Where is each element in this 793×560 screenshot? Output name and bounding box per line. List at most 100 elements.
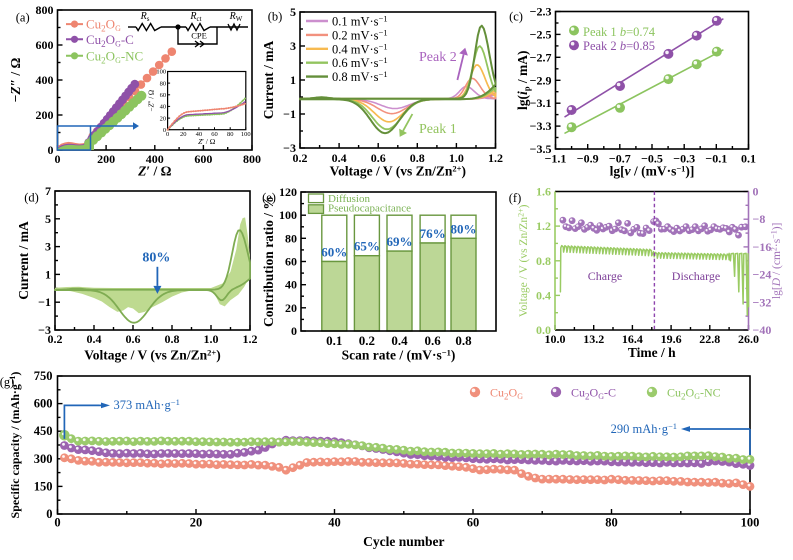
svg-text:7: 7 (45, 184, 51, 198)
svg-text:(f): (f) (509, 191, 522, 205)
svg-text:Z′ / Ω: Z′ / Ω (198, 137, 216, 146)
svg-text:−0.1: −0.1 (705, 152, 727, 166)
svg-text:0.8: 0.8 (410, 151, 425, 165)
svg-text:5: 5 (45, 212, 51, 226)
svg-text:0.4: 0.4 (536, 288, 551, 302)
svg-text:Cu2OG-NC: Cu2OG-NC (86, 48, 143, 65)
svg-text:0.4 mV·s−1: 0.4 mV·s−1 (332, 41, 388, 56)
svg-text:40: 40 (160, 104, 167, 111)
svg-text:100: 100 (279, 208, 297, 222)
svg-text:(e): (e) (262, 191, 276, 205)
svg-text:Current / mA: Current / mA (261, 41, 276, 120)
svg-text:0.4: 0.4 (391, 333, 408, 348)
svg-text:0.2: 0.2 (48, 332, 63, 346)
svg-text:150: 150 (34, 479, 53, 493)
svg-text:Cu2OG-C: Cu2OG-C (571, 386, 616, 402)
svg-text:−2.5: −2.5 (530, 27, 552, 41)
svg-text:600: 600 (36, 38, 54, 52)
svg-text:Charge: Charge (588, 269, 622, 283)
svg-text:373 mAh·g−1: 373 mAh·g−1 (114, 397, 180, 412)
svg-text:0.1: 0.1 (741, 152, 756, 166)
svg-text:10.0: 10.0 (545, 332, 566, 346)
svg-text:76%: 76% (420, 226, 446, 241)
svg-text:26.0: 26.0 (738, 332, 759, 346)
svg-text:0: 0 (54, 516, 60, 530)
svg-text:Peak 1: Peak 1 (419, 122, 457, 137)
svg-text:Current / mA: Current / mA (16, 221, 31, 300)
svg-text:Peak 2 b=0.85: Peak 2 b=0.85 (583, 39, 655, 53)
svg-text:65%: 65% (354, 239, 380, 254)
svg-text:−3.5: −3.5 (530, 142, 552, 156)
svg-text:−Z″ / Ω: −Z″ / Ω (8, 57, 23, 102)
svg-text:−8: −8 (753, 212, 766, 226)
svg-text:CPE: CPE (191, 31, 207, 41)
svg-text:1: 1 (45, 267, 51, 281)
svg-text:0: 0 (753, 185, 759, 199)
svg-text:−32: −32 (753, 295, 772, 309)
svg-text:(c): (c) (509, 10, 523, 24)
svg-text:0.2: 0.2 (359, 333, 375, 348)
svg-text:Diffusion: Diffusion (328, 193, 370, 205)
svg-text:800: 800 (36, 3, 54, 17)
svg-text:40: 40 (285, 278, 297, 292)
svg-text:−Z″ / Ω: −Z″ / Ω (148, 90, 156, 111)
svg-text:Specific capacity / (mAh·g−1): Specific capacity / (mAh·g−1) (8, 372, 22, 519)
svg-text:0: 0 (48, 143, 54, 157)
svg-text:290 mAh·g−1: 290 mAh·g−1 (611, 421, 677, 436)
svg-text:Rs: Rs (140, 11, 150, 23)
svg-text:0.4: 0.4 (332, 151, 347, 165)
svg-text:Z′ / Ω: Z′ / Ω (137, 164, 172, 179)
svg-text:80%: 80% (142, 251, 170, 266)
svg-text:−3: −3 (283, 141, 296, 155)
svg-text:1.2: 1.2 (536, 219, 551, 233)
svg-text:(a): (a) (16, 10, 30, 24)
svg-text:22.8: 22.8 (699, 332, 720, 346)
svg-text:400: 400 (36, 73, 54, 87)
svg-text:RW: RW (229, 11, 243, 23)
svg-text:3: 3 (290, 39, 296, 53)
svg-text:800: 800 (243, 152, 261, 166)
svg-text:1.0: 1.0 (449, 151, 464, 165)
svg-text:0: 0 (163, 127, 166, 134)
svg-text:Contribution ratio / %: Contribution ratio / % (261, 196, 276, 327)
svg-text:60: 60 (285, 255, 297, 269)
svg-text:100: 100 (241, 131, 251, 138)
svg-text:0.2 mV·s−1: 0.2 mV·s−1 (332, 27, 388, 42)
svg-text:0.8: 0.8 (455, 333, 472, 348)
svg-text:−0.3: −0.3 (673, 152, 695, 166)
svg-text:−0.9: −0.9 (577, 152, 599, 166)
svg-text:0.6 mV·s−1: 0.6 mV·s−1 (332, 55, 388, 70)
svg-text:600: 600 (194, 152, 212, 166)
svg-text:−24: −24 (753, 268, 772, 282)
svg-text:400: 400 (146, 152, 164, 166)
svg-text:−0.7: −0.7 (609, 152, 631, 166)
svg-text:0.6: 0.6 (371, 151, 386, 165)
svg-text:Peak 2: Peak 2 (419, 50, 457, 65)
svg-text:13.2: 13.2 (583, 332, 604, 346)
svg-text:120: 120 (279, 185, 297, 199)
svg-text:−0.5: −0.5 (641, 152, 663, 166)
svg-text:600: 600 (34, 397, 53, 411)
svg-text:20: 20 (160, 115, 167, 122)
svg-text:−2.9: −2.9 (530, 73, 552, 87)
svg-text:0.8: 0.8 (165, 332, 180, 346)
svg-text:200: 200 (36, 108, 54, 122)
svg-text:60: 60 (160, 92, 167, 99)
svg-text:0.0: 0.0 (536, 323, 551, 337)
svg-text:(b): (b) (268, 10, 283, 24)
svg-text:40: 40 (196, 131, 203, 138)
svg-text:3: 3 (45, 240, 51, 254)
svg-text:0.6: 0.6 (126, 332, 141, 346)
svg-text:−3: −3 (38, 323, 51, 337)
svg-text:450: 450 (34, 424, 53, 438)
svg-text:0: 0 (166, 131, 169, 138)
svg-text:0.4: 0.4 (87, 332, 102, 346)
svg-text:−40: −40 (753, 323, 772, 337)
svg-text:−1.1: −1.1 (545, 152, 567, 166)
svg-text:0.8: 0.8 (536, 254, 551, 268)
svg-text:Peak 1 b=0.74: Peak 1 b=0.74 (583, 25, 656, 39)
svg-text:Cu2OG: Cu2OG (86, 17, 121, 34)
svg-text:20: 20 (190, 516, 203, 530)
svg-text:Discharge: Discharge (672, 269, 720, 283)
svg-text:Rct: Rct (189, 11, 201, 23)
